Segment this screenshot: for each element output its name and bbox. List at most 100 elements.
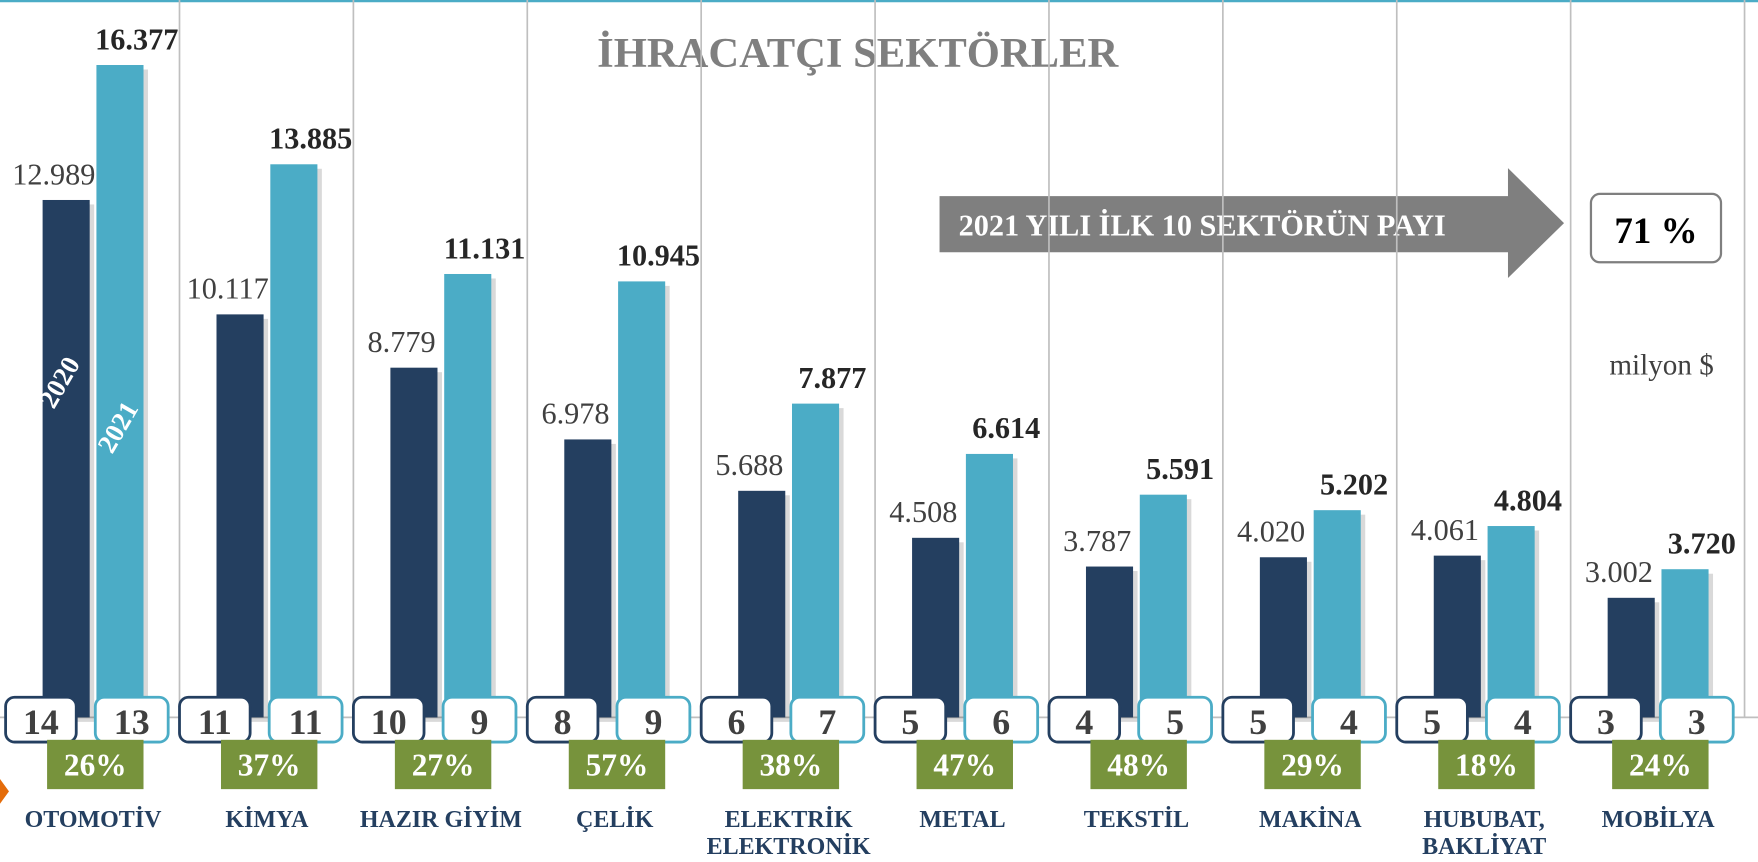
share-box	[351, 695, 426, 744]
category-label: TEKSTİL	[1083, 807, 1190, 834]
growth-label: 29%	[1281, 748, 1344, 783]
value-label: 10.117	[187, 272, 269, 306]
value-label: 3.787	[1063, 524, 1131, 558]
share-box	[1395, 695, 1469, 744]
value-label: 10.945	[617, 239, 700, 273]
growth-box	[1090, 739, 1187, 790]
bar	[216, 314, 264, 718]
unit-label: milyon $	[1609, 349, 1713, 381]
share-box	[1221, 695, 1295, 744]
share-box	[1047, 695, 1122, 744]
bar	[444, 273, 492, 718]
value-label: 11.131	[444, 231, 526, 265]
category-label: ÇELİK	[576, 807, 654, 834]
category-label: OTOMOTİV	[24, 807, 162, 834]
share-value: 5	[1249, 702, 1267, 742]
category-label: MOBİLYA	[1601, 807, 1715, 834]
bar	[96, 65, 144, 718]
share-value: 14	[23, 702, 59, 742]
growth-box	[1264, 739, 1361, 790]
share-box	[525, 695, 600, 744]
share-value: 3	[1688, 702, 1706, 742]
bar	[1661, 569, 1709, 718]
growth-box	[742, 739, 840, 790]
share-value: 10	[371, 702, 407, 742]
bar	[1259, 557, 1307, 718]
value-label: 5.591	[1146, 452, 1214, 486]
growth-label: 37%	[238, 748, 301, 783]
share-value: 4	[1340, 702, 1358, 742]
growth-label: 18%	[1455, 748, 1518, 783]
value-label: 3.720	[1668, 527, 1736, 561]
bar	[618, 281, 666, 718]
growth-box	[1612, 739, 1709, 790]
growth-label: 27%	[412, 748, 475, 783]
growth-label: 38%	[759, 748, 822, 783]
growth-box	[220, 739, 318, 790]
share-label: 71 %	[1614, 211, 1697, 252]
share-value: 11	[198, 702, 232, 742]
category-label: HAZIR GİYİM	[359, 807, 522, 834]
value-label: 4.804	[1494, 483, 1562, 517]
share-value: 5	[1166, 702, 1184, 742]
growth-box	[568, 739, 666, 790]
value-label: 3.002	[1585, 555, 1653, 589]
arrow	[939, 168, 1565, 278]
bar	[912, 537, 960, 718]
growth-label: 47%	[933, 748, 996, 783]
share-value: 9	[471, 702, 489, 742]
value-label: 4.061	[1411, 513, 1479, 547]
bar	[42, 199, 90, 718]
value-label: 6.614	[972, 411, 1040, 445]
growth-label: 26%	[64, 748, 127, 783]
annotation: 2021 YILI İLK 10 SEKTÖRÜN PAYI	[959, 208, 1446, 242]
bar	[390, 367, 438, 718]
growth-label: 24%	[1629, 748, 1692, 783]
share-value: 11	[289, 702, 323, 742]
bar	[738, 490, 786, 718]
value-label: 12.989	[12, 157, 95, 191]
bar	[1085, 566, 1134, 718]
bar	[270, 164, 318, 718]
category-label: ELEKTRİK ELEKTRONİK	[706, 807, 871, 861]
share-box	[178, 695, 252, 744]
growth-label: 48%	[1107, 748, 1170, 783]
value-label: 13.885	[269, 122, 352, 156]
category-label: METAL	[919, 807, 1006, 834]
share-value: 13	[114, 702, 150, 742]
share-value: 4	[1514, 702, 1532, 742]
category-label: MAKİNA	[1258, 807, 1362, 834]
value-label: 4.508	[889, 495, 957, 529]
category-label: KİMYA	[225, 807, 309, 834]
share-box	[1589, 192, 1723, 264]
share-value: 5	[901, 702, 919, 742]
chart-title: İHRACATÇI SEKTÖRLER	[597, 30, 1119, 77]
share-value: 7	[818, 702, 836, 742]
value-label: 5.688	[715, 448, 783, 482]
share-box	[699, 695, 774, 744]
bar	[1487, 526, 1535, 718]
decoration	[0, 779, 9, 804]
bar	[791, 403, 840, 718]
bar	[564, 439, 612, 718]
value-label: 16.377	[95, 22, 178, 56]
share-value: 6	[992, 702, 1010, 742]
value-label: 4.020	[1237, 515, 1305, 549]
share-value: 3	[1597, 702, 1615, 742]
share-box	[873, 695, 948, 744]
growth-box	[394, 739, 492, 790]
growth-box	[916, 739, 1013, 790]
share-box	[4, 695, 78, 744]
growth-box	[1438, 739, 1535, 790]
value-label: 6.978	[541, 397, 609, 431]
share-value: 5	[1423, 702, 1441, 742]
growth-box	[47, 739, 144, 790]
growth-label: 57%	[586, 748, 649, 783]
share-value: 8	[554, 702, 572, 742]
share-box	[1569, 695, 1643, 744]
share-value: 9	[644, 702, 662, 742]
value-label: 8.779	[368, 325, 436, 359]
bar	[1313, 510, 1361, 718]
